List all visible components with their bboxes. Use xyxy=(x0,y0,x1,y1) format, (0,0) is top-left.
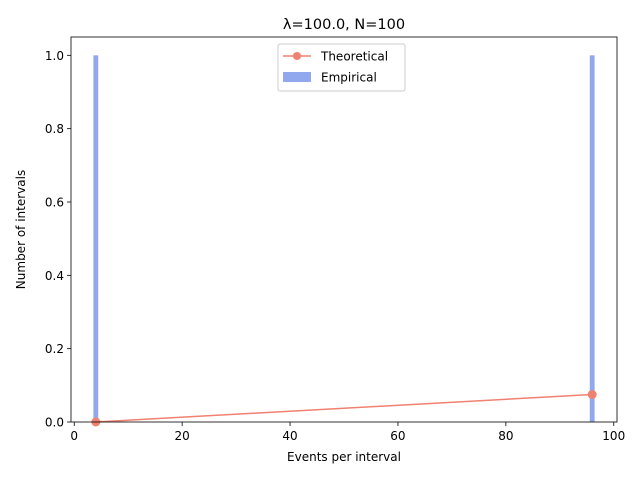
legend-empirical-label: Empirical xyxy=(321,71,377,85)
x-tick-label: 100 xyxy=(602,429,625,443)
legend-theoretical-marker xyxy=(293,52,301,60)
x-tick-label: 60 xyxy=(390,429,405,443)
legend: Theoretical Empirical xyxy=(277,43,406,92)
x-tick-label: 20 xyxy=(175,429,190,443)
chart-title: λ=100.0, N=100 xyxy=(283,17,405,33)
x-tick-label: 0 xyxy=(70,429,78,443)
y-tick-label: 0.8 xyxy=(45,122,64,136)
legend-empirical-patch xyxy=(283,72,311,82)
y-tick-label: 1.0 xyxy=(45,49,64,63)
axes-frame xyxy=(70,36,618,423)
y-tick-label: 0.2 xyxy=(45,342,64,356)
x-tick-label: 40 xyxy=(282,429,297,443)
x-axis: 0 20 40 60 80 100 xyxy=(70,422,625,443)
bars-group xyxy=(93,55,595,422)
empirical-bar xyxy=(93,55,99,422)
theoretical-point xyxy=(587,390,597,399)
x-tick-label: 80 xyxy=(498,429,513,443)
y-axis-label: Number of intervals xyxy=(14,170,28,289)
y-tick-label: 0.4 xyxy=(45,269,64,283)
theoretical-series xyxy=(91,390,597,427)
empirical-bar xyxy=(589,55,595,422)
y-axis: 0.0 0.2 0.4 0.6 0.8 1.0 xyxy=(45,49,71,430)
y-tick-label: 0.0 xyxy=(45,416,64,430)
legend-theoretical-label: Theoretical xyxy=(320,50,388,64)
y-tick-label: 0.6 xyxy=(45,196,64,210)
theoretical-line xyxy=(95,393,593,423)
x-axis-label: Events per interval xyxy=(287,450,401,464)
